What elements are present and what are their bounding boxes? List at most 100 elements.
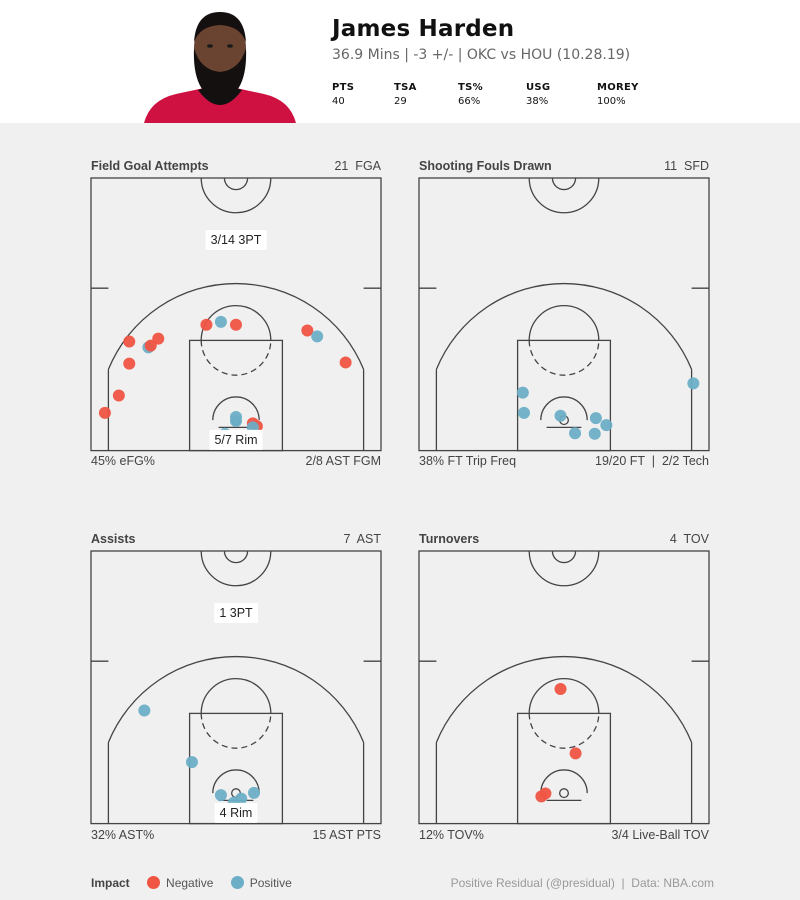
restricted-area <box>540 769 588 794</box>
stat-pts: PTS 40 <box>332 82 354 107</box>
center-circle <box>200 550 272 587</box>
panel-footer-ast-pct: 32% AST% <box>91 828 155 842</box>
center-circle-inner <box>551 177 577 191</box>
data-point-positive <box>138 704 151 717</box>
callout-rim-2-text: 4 Rim <box>220 806 253 820</box>
panel-title-sfd: Shooting Fouls Drawn <box>419 159 552 173</box>
paint-lane <box>516 712 612 825</box>
free-throw-circle <box>200 678 272 714</box>
callout-rim-0-text: 5/7 Rim <box>214 433 257 447</box>
free-throw-circle <box>528 678 600 714</box>
restricted-area <box>212 396 260 421</box>
stat-label: PTS <box>332 82 355 93</box>
points-3 <box>535 683 582 803</box>
data-point-negative <box>144 339 157 352</box>
callout-3pt-2-box <box>214 603 259 624</box>
paint-lane <box>188 712 284 825</box>
legend-negative-label: Negative <box>166 876 214 890</box>
data-point-positive <box>554 409 567 422</box>
legend-positive-dot <box>230 876 244 889</box>
data-point-positive <box>235 792 248 805</box>
callout-3pt-0-text: 3/14 3PT <box>211 233 262 247</box>
stat-morey: MOREY 100% <box>597 82 639 107</box>
data-point-negative <box>123 357 136 370</box>
callout-3pt-2-text: 1 3PT <box>219 606 253 620</box>
player-portrait <box>144 12 296 123</box>
center-circle <box>200 177 272 214</box>
rim <box>559 788 570 799</box>
stat-usg: USG 38% <box>526 82 550 107</box>
callout-rim-0-box <box>209 429 263 450</box>
legend: Impact Negative Positive <box>91 876 292 890</box>
court-outline <box>90 550 382 825</box>
panel-footer-ft: 19/20 FT | 2/2 Tech <box>595 454 709 468</box>
stat-value: 100% <box>597 96 626 107</box>
points-1 <box>516 377 700 440</box>
legend-title: Impact <box>91 876 130 890</box>
center-circle-inner <box>551 550 577 564</box>
data-point-negative <box>98 406 111 419</box>
data-point-negative <box>554 683 567 696</box>
points-0 <box>98 315 352 440</box>
data-point-positive <box>517 406 530 419</box>
data-point-positive <box>247 786 260 799</box>
free-throw-circle-dashed <box>200 713 272 749</box>
stat-label: TSA <box>394 82 417 93</box>
panel-count-ast: 7 AST <box>343 532 381 546</box>
panel-title-ast: Assists <box>91 532 136 546</box>
stat-value: 29 <box>394 96 407 107</box>
center-circle <box>528 177 600 214</box>
data-point-positive <box>516 386 529 399</box>
stat-tsa: TSA 29 <box>394 82 417 107</box>
paint-lane <box>188 339 284 452</box>
data-point-positive <box>569 427 582 440</box>
legend-negative-dot <box>147 876 161 889</box>
panel-title-tov: Turnovers <box>419 532 480 546</box>
panel-footer-live-ball: 3/4 Live-Ball TOV <box>611 828 709 842</box>
callout-rim-2: 4 Rim <box>214 802 258 823</box>
data-point-negative <box>123 335 136 348</box>
data-point-negative <box>200 318 213 331</box>
center-circle-inner <box>223 177 249 191</box>
data-point-negative <box>112 389 125 402</box>
three-point-arc <box>435 282 693 370</box>
points-2 <box>138 704 260 809</box>
panel-footer-tov-pct: 12% TOV% <box>419 828 484 842</box>
data-point-positive <box>230 410 242 423</box>
legend-positive-label: Positive <box>249 876 292 890</box>
panel-count-tov: 4 TOV <box>669 532 709 546</box>
data-point-negative <box>339 356 352 369</box>
court-1 <box>418 177 710 452</box>
court-0 <box>90 177 382 452</box>
data-point-negative <box>301 324 314 337</box>
free-throw-circle <box>528 305 600 341</box>
center-circle-inner <box>223 550 249 564</box>
player-header: James Harden 36.9 Mins | -3 +/- | OKC vs… <box>0 0 800 123</box>
panel-footer-ast-pts: 15 AST PTS <box>312 828 381 842</box>
callout-rim-2-box <box>214 802 258 823</box>
callout-3pt-0-box <box>205 230 267 251</box>
stat-label: USG <box>526 82 551 93</box>
data-point-negative <box>152 332 165 345</box>
data-point-positive <box>214 789 227 802</box>
court-outline <box>418 177 710 452</box>
court-3 <box>418 550 710 825</box>
data-point-positive <box>588 427 601 440</box>
free-throw-circle-dashed <box>200 340 272 376</box>
panel-footer-ast-fgm: 2/8 AST FGM <box>305 454 382 468</box>
callout-3pt-0: 3/14 3PT <box>205 230 267 251</box>
credit: Positive Residual (@presidual) | Data: N… <box>450 876 714 890</box>
three-point-arc <box>435 655 693 743</box>
stat-value: 40 <box>332 96 345 107</box>
data-point-positive <box>600 419 613 432</box>
player-name: James Harden <box>332 16 515 42</box>
restricted-area <box>540 396 588 421</box>
game-summary: 36.9 Mins | -3 +/- | OKC vs HOU (10.28.1… <box>332 47 631 63</box>
free-throw-circle-dashed <box>528 713 600 749</box>
court-outline <box>90 177 382 452</box>
data-point-positive <box>214 315 227 328</box>
stat-value: 38% <box>526 96 549 107</box>
data-point-negative <box>569 747 582 760</box>
three-point-arc <box>107 655 365 743</box>
